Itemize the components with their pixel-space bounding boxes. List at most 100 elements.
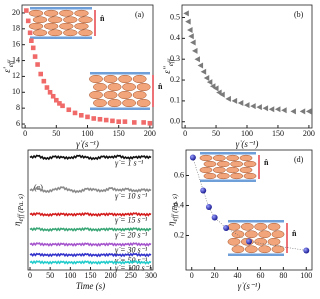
particle <box>107 82 122 92</box>
particle <box>227 237 241 246</box>
particle <box>254 222 268 231</box>
particle <box>89 90 103 100</box>
particle <box>203 172 217 180</box>
x-tick-label: 60 <box>256 271 264 280</box>
x-tick-label: 80 <box>279 271 287 280</box>
particle <box>239 166 253 174</box>
point <box>103 117 109 123</box>
particle <box>122 82 137 92</box>
particle <box>216 172 230 180</box>
y-label-sub: eff (Pa. s) <box>17 193 25 221</box>
x-tick-label: 150 <box>85 271 97 280</box>
point <box>29 38 34 44</box>
particle <box>267 222 281 231</box>
y-tick-label: 14 <box>12 55 20 64</box>
series-line <box>29 227 152 233</box>
particle <box>32 29 48 37</box>
point <box>47 89 53 95</box>
particle <box>122 98 137 108</box>
particle <box>271 230 285 239</box>
particle <box>216 160 230 168</box>
point <box>66 107 72 113</box>
particle <box>136 82 151 92</box>
point <box>41 78 47 84</box>
particle <box>271 245 285 254</box>
point <box>237 99 244 106</box>
particle <box>93 98 107 108</box>
series-line <box>29 186 152 194</box>
point <box>57 101 62 106</box>
point <box>35 62 40 67</box>
plate <box>228 220 284 223</box>
plate <box>30 7 92 10</box>
point <box>122 119 128 124</box>
point <box>246 238 252 245</box>
point <box>225 95 231 102</box>
y-label-sub: eff <box>167 58 175 66</box>
panel-label: (b) <box>294 10 304 19</box>
particle <box>47 16 63 24</box>
point <box>206 79 213 86</box>
x-axis-label: γ̇ (s⁻¹) <box>238 281 261 291</box>
arrow-label: n̂ <box>100 14 105 23</box>
plate <box>30 36 92 39</box>
y-tick-label: 0.2 <box>170 75 180 84</box>
particle <box>244 245 258 254</box>
y-axis-label: ε'eff <box>2 59 15 73</box>
point <box>256 104 262 111</box>
x-axis-label: γ̇ (s⁻¹) <box>76 139 99 149</box>
particle <box>239 154 253 162</box>
particle <box>93 82 107 92</box>
particle <box>103 74 118 84</box>
point <box>54 97 59 103</box>
point <box>303 247 310 254</box>
arrow-label: n̂ <box>158 82 163 91</box>
point <box>192 47 198 54</box>
plate <box>200 152 256 155</box>
x-tick-label: 50 <box>52 129 60 138</box>
particle <box>74 9 89 17</box>
particle <box>32 16 48 24</box>
particle <box>28 9 44 17</box>
particle <box>28 22 44 30</box>
point <box>97 116 103 122</box>
point <box>211 214 218 221</box>
point <box>299 108 306 115</box>
particle <box>43 9 59 17</box>
point <box>216 89 222 96</box>
particle <box>227 222 241 231</box>
particle <box>244 230 258 239</box>
y-label-main: ε'' <box>162 65 172 73</box>
point <box>200 68 207 75</box>
arrow-label: n̂ <box>264 158 269 167</box>
particle <box>43 22 59 30</box>
y-label-main: η <box>166 221 176 226</box>
particle <box>103 90 118 100</box>
y-tick-label: 0.3 <box>170 54 180 63</box>
particle <box>226 154 240 162</box>
particle <box>230 160 244 168</box>
particle <box>132 74 147 84</box>
point <box>32 54 38 59</box>
y-tick-label: 0.1 <box>170 96 180 105</box>
y-axis-label: ηeff (Pa. s) <box>12 193 25 226</box>
particle <box>78 16 93 24</box>
illustration: n̂ <box>227 220 297 256</box>
point <box>205 204 212 210</box>
point <box>244 102 250 109</box>
series-label: γ̇ = 100 s⁻¹ <box>115 263 152 272</box>
series-line <box>29 252 152 258</box>
y-tick-label: 0.4 <box>170 33 180 42</box>
y-tick-label: 0.5 <box>170 12 180 21</box>
point <box>200 187 207 194</box>
x-axis-label: Time (s) <box>76 281 105 291</box>
y-label-sub: eff <box>7 59 15 67</box>
point <box>187 27 193 34</box>
y-label-sub: eff (Pa. s) <box>171 193 179 221</box>
point <box>131 120 137 125</box>
particle <box>132 90 147 100</box>
y-tick-label: 0.4 <box>174 200 184 209</box>
panel-label: (d) <box>294 155 304 164</box>
x-tick-label: 200 <box>105 271 117 280</box>
y-tick-label: 16 <box>12 40 20 49</box>
